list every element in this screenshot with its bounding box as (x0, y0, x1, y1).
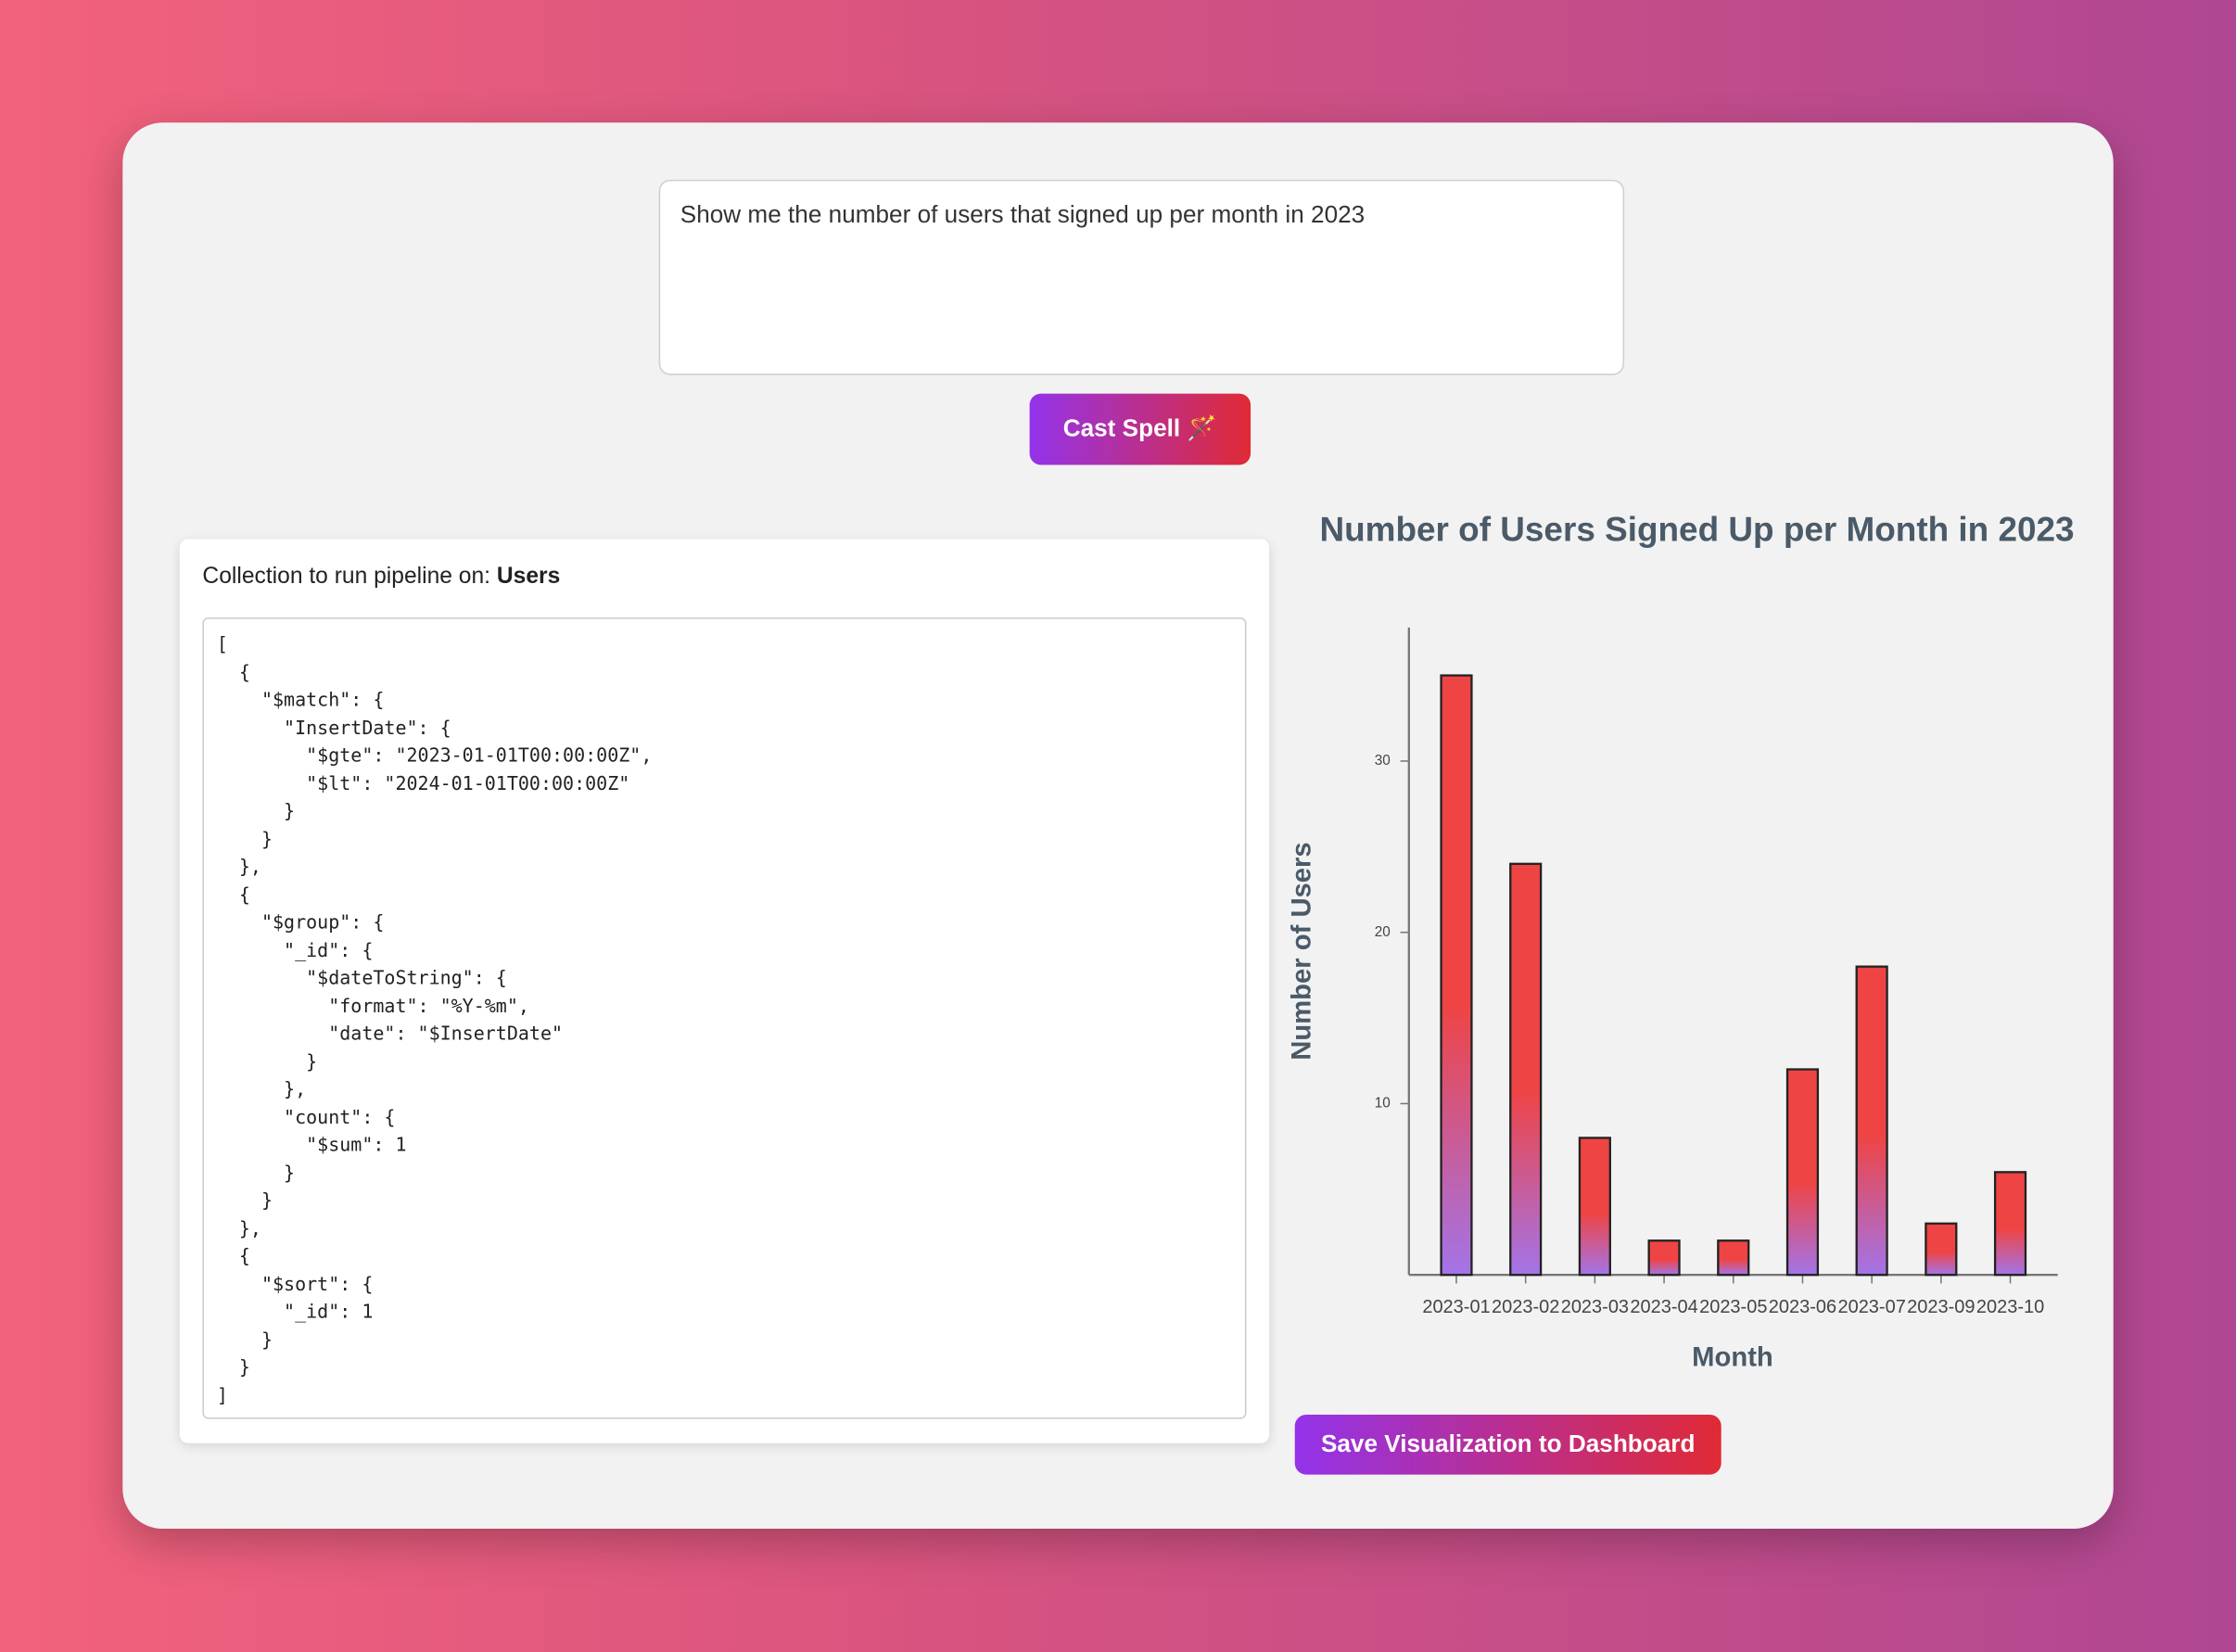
cast-spell-button[interactable]: Cast Spell 🪄 (1029, 393, 1251, 465)
code-line: "$group": { (216, 912, 385, 934)
code-line: } (216, 1163, 296, 1185)
collection-line: Collection to run pipeline on: Users (202, 565, 560, 591)
x-tick-label: 2023-02 (1492, 1297, 1559, 1317)
x-tick-label: 2023-07 (1837, 1297, 1905, 1317)
x-axis-label: Month (1692, 1343, 1773, 1373)
code-line: "$sort": { (216, 1274, 374, 1296)
code-line: } (216, 1357, 250, 1379)
code-line: }, (216, 1218, 261, 1240)
code-line: "InsertDate": { (216, 718, 451, 740)
code-line: } (216, 801, 296, 823)
code-line: }, (216, 857, 261, 879)
pipeline-code[interactable]: [ { "$match": { "InsertDate": { "$gte": … (202, 617, 1247, 1419)
code-line: { (216, 1246, 250, 1268)
code-line: }, (216, 1079, 307, 1101)
collection-name: Users (496, 565, 561, 590)
bar (1647, 1239, 1681, 1277)
code-line: "_id": 1 (216, 1302, 374, 1324)
x-tick-label: 2023-05 (1699, 1297, 1767, 1317)
code-line: "_id": { (216, 940, 374, 962)
code-line: } (216, 1329, 273, 1352)
x-tick-label: 2023-01 (1422, 1297, 1490, 1317)
code-line: } (216, 1051, 318, 1074)
bar (1509, 862, 1543, 1277)
x-tick-label: 2023-10 (1976, 1297, 2044, 1317)
code-line: { (216, 884, 250, 907)
y-axis-label: Number of Users (1288, 842, 1317, 1060)
bar (1717, 1239, 1750, 1277)
bar (1855, 965, 1888, 1277)
bar (1785, 1068, 1820, 1277)
code-line: "$dateToString": { (216, 968, 507, 990)
bar (1925, 1222, 1958, 1277)
prompt-textarea[interactable]: Show me the number of users that signed … (658, 179, 1625, 375)
code-line: "$match": { (216, 690, 385, 712)
code-line: "$gte": "2023-01-01T00:00:00Z", (216, 745, 653, 768)
code-line: "count": { (216, 1107, 396, 1129)
bar (1993, 1171, 2027, 1277)
x-tick-label: 2023-04 (1630, 1297, 1697, 1317)
code-line: { (216, 662, 250, 684)
code-line: "date": "$InsertDate" (216, 1023, 564, 1046)
save-button[interactable]: Save Visualization to Dashboard (1294, 1414, 1721, 1475)
code-line: [ (216, 634, 228, 656)
code-line: "$sum": 1 (216, 1135, 407, 1157)
pipeline-panel: Collection to run pipeline on: Users [ {… (179, 539, 1270, 1443)
x-tick-label: 2023-03 (1561, 1297, 1629, 1317)
code-line: } (216, 1190, 273, 1213)
bar (1440, 674, 1473, 1277)
x-tick-label: 2023-06 (1769, 1297, 1836, 1317)
code-line: } (216, 829, 273, 851)
x-tick-label: 2023-09 (1907, 1297, 1975, 1317)
y-tick-label: 30 (1375, 753, 1391, 769)
code-line: "$lt": "2024-01-01T00:00:00Z" (216, 773, 630, 795)
y-tick-label: 20 (1375, 924, 1391, 940)
collection-label: Collection to run pipeline on: (202, 565, 491, 590)
code-line: ] (216, 1385, 228, 1407)
y-tick-label: 10 (1375, 1096, 1391, 1112)
code-line: "format": "%Y-%m", (216, 996, 529, 1018)
bar (1578, 1137, 1611, 1277)
chart-title: Number of Users Signed Up per Month in 2… (1319, 511, 2074, 549)
